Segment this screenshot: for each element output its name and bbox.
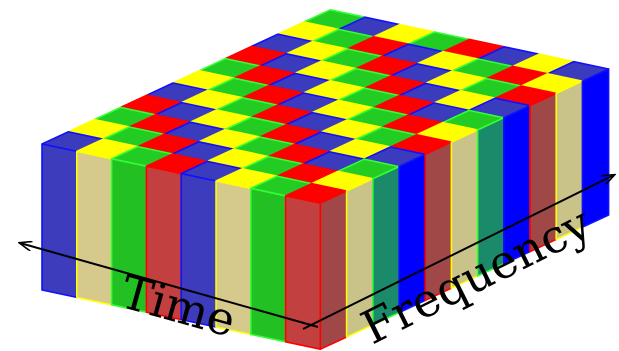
time-axis-arrow	[20, 243, 319, 328]
resource-block-grid	[41, 9, 610, 351]
block-side	[581, 68, 610, 228]
block-front	[250, 187, 287, 343]
block-front	[76, 150, 113, 306]
block-side	[319, 190, 348, 351]
block-front	[41, 143, 78, 299]
frequency-axis-arrow	[302, 175, 614, 330]
